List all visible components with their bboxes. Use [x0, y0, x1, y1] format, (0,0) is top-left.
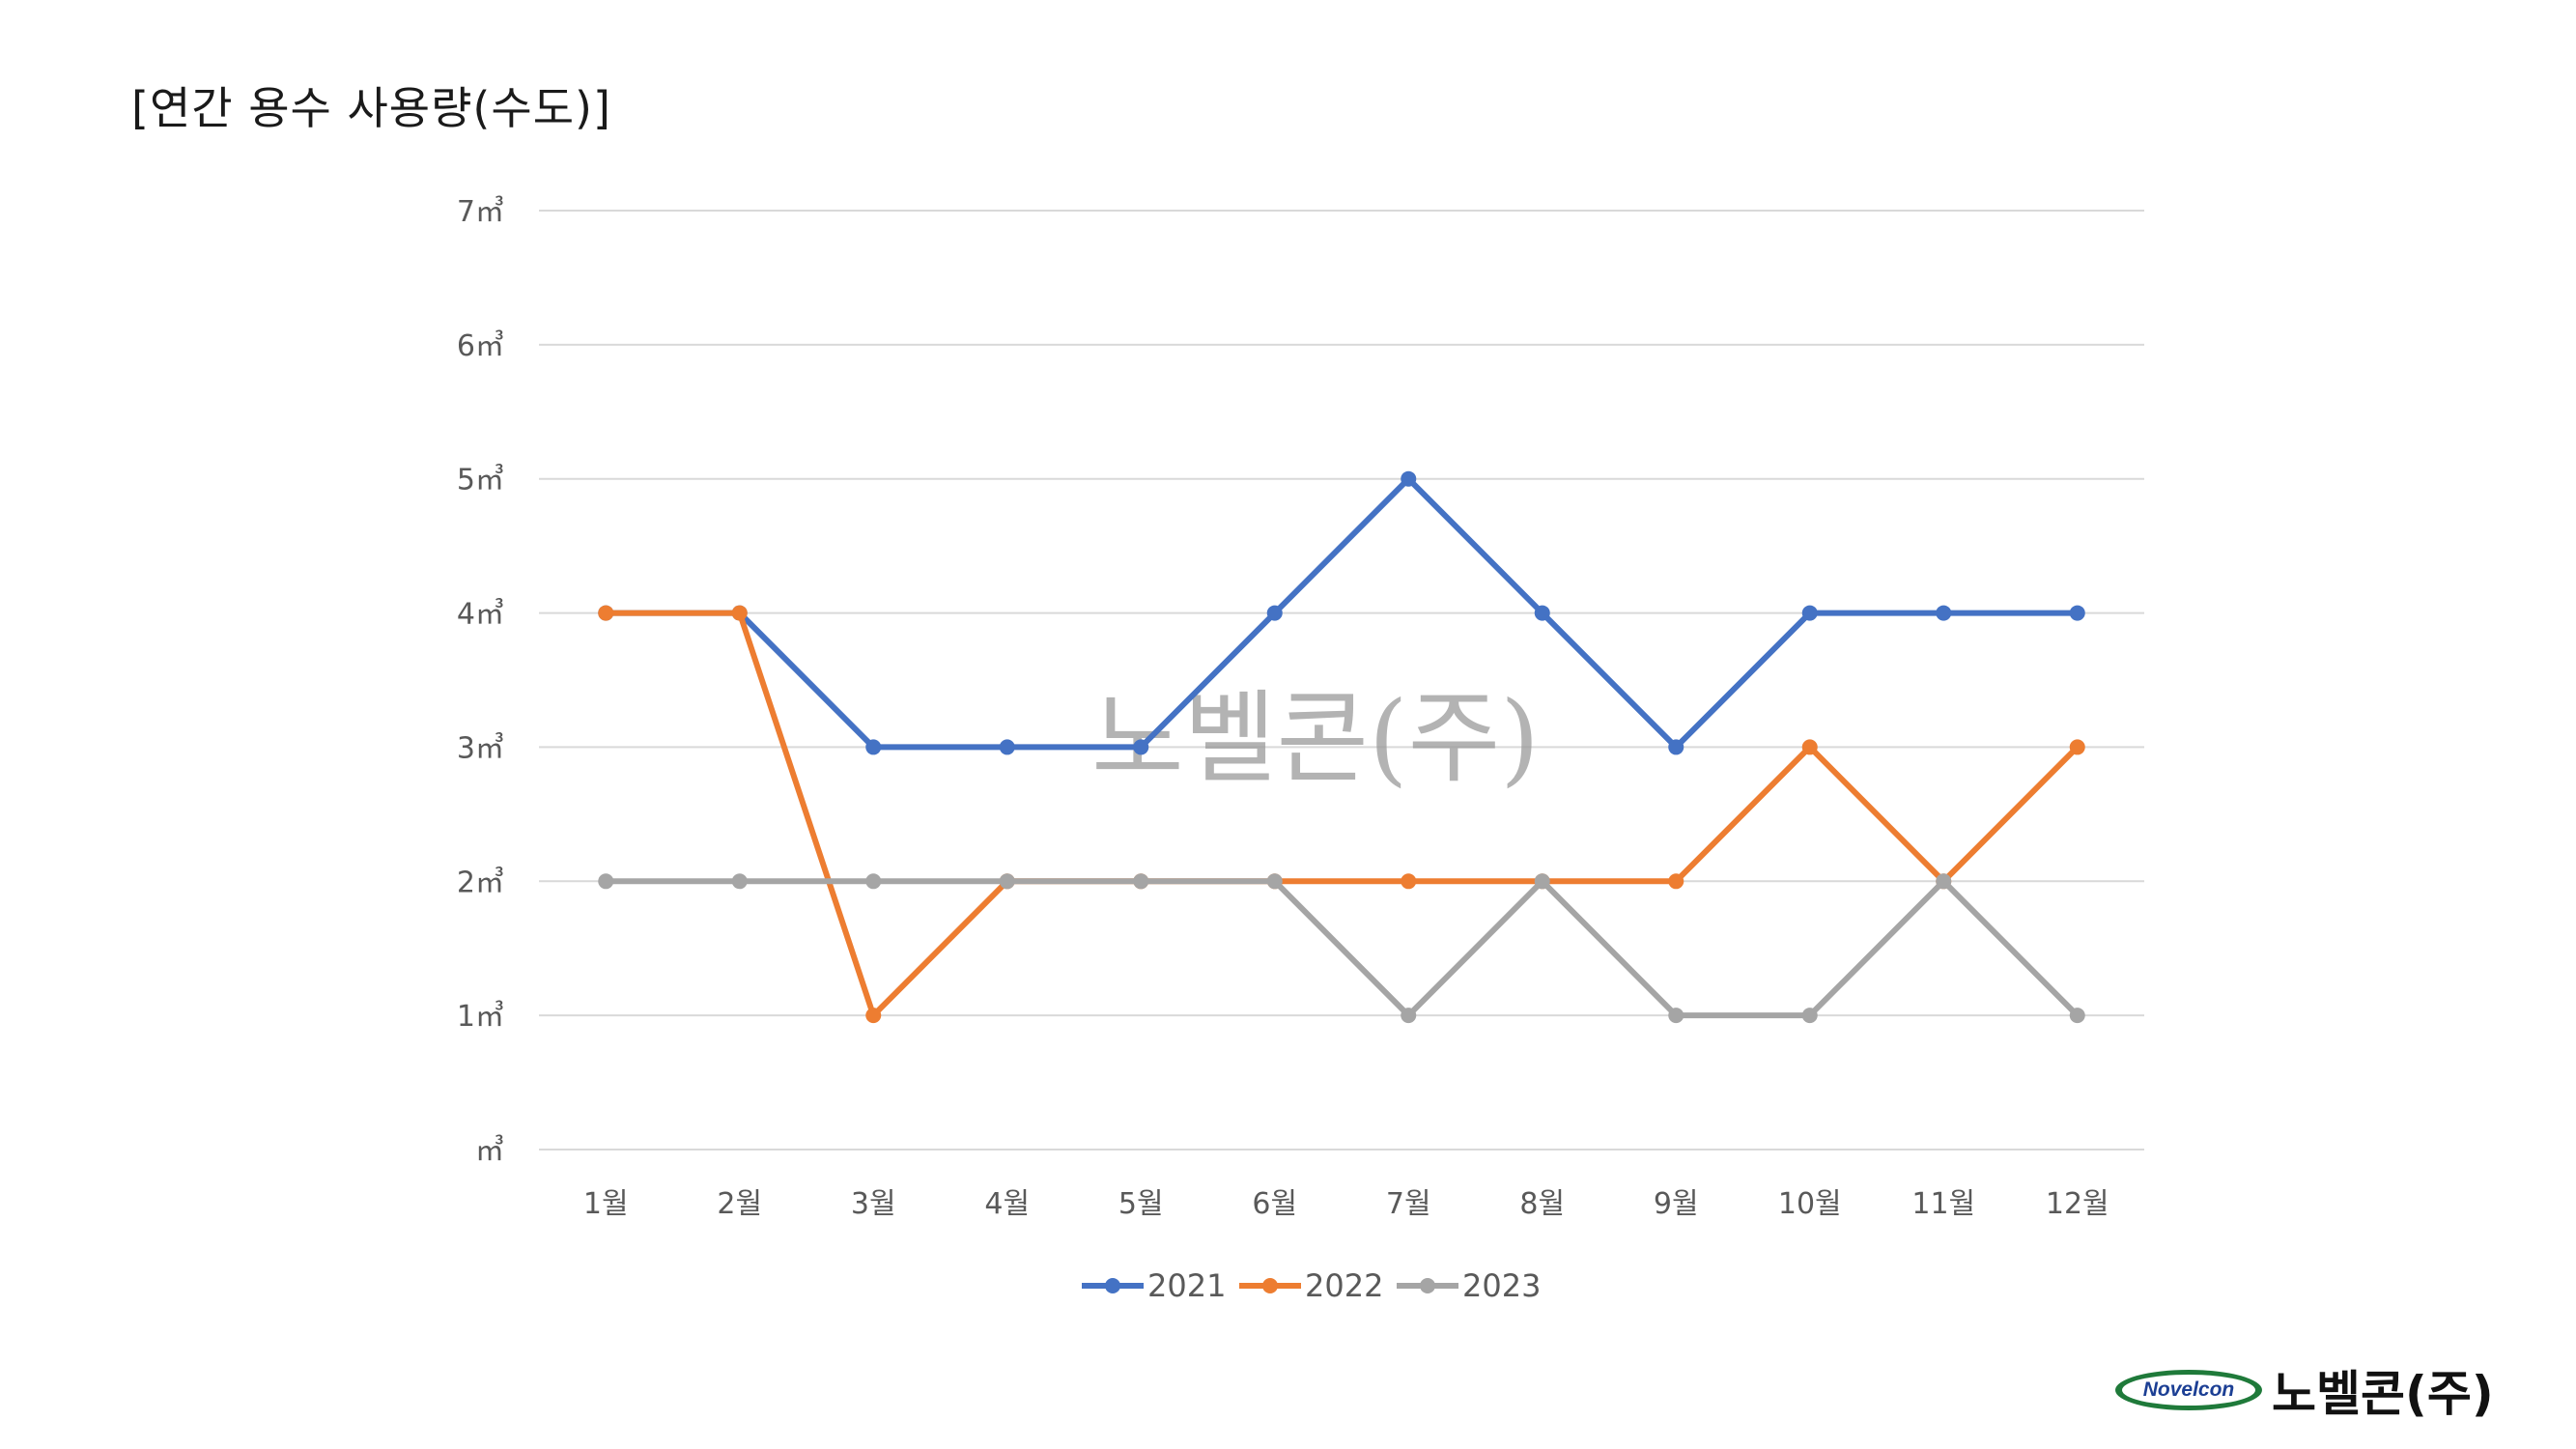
y-axis-ticks: ㎥ 1㎥ 2㎥ 3㎥ 4㎥ 5㎥ 6㎥ 7㎥ — [457, 195, 504, 1168]
y-tick-label: 6㎥ — [457, 329, 504, 363]
x-tick-label: 8월 — [1519, 1187, 1565, 1221]
data-point — [731, 605, 748, 621]
data-point — [865, 1008, 882, 1024]
logo-name: 노벨콘(주) — [2272, 1366, 2494, 1422]
data-point — [1534, 605, 1550, 621]
legend-item: 2021 — [1082, 1267, 1226, 1304]
x-tick-label: 2월 — [717, 1187, 762, 1221]
x-axis-ticks: 1월 2월 3월 4월 5월 6월 7월 8월 9월 10월 11월 12월 — [583, 1187, 2109, 1221]
legend-item: 2022 — [1239, 1267, 1383, 1304]
legend-marker — [1262, 1278, 1278, 1293]
x-tick-label: 3월 — [851, 1187, 896, 1221]
company-logo: Novelcon 노벨콘(주) — [2115, 1360, 2494, 1422]
legend-marker — [1105, 1278, 1120, 1293]
data-point — [1534, 873, 1550, 890]
logo-badge: Novelcon — [2115, 1370, 2262, 1410]
y-tick-label: 2㎥ — [457, 866, 504, 899]
y-tick-label: 1㎥ — [457, 1000, 504, 1034]
x-tick-label: 5월 — [1118, 1187, 1164, 1221]
data-point — [1133, 873, 1149, 890]
data-point — [1801, 739, 1818, 755]
series-line — [603, 475, 2081, 751]
data-point — [2069, 739, 2085, 755]
legend-label: 2021 — [1147, 1267, 1226, 1304]
legend-marker — [1420, 1278, 1435, 1293]
data-point — [1668, 739, 1684, 755]
y-tick-label: 3㎥ — [457, 731, 504, 765]
x-tick-label: 6월 — [1252, 1187, 1297, 1221]
x-tick-label: 4월 — [984, 1187, 1030, 1221]
data-point — [1266, 605, 1283, 621]
legend-label: 2023 — [1462, 1267, 1541, 1304]
data-point — [1668, 1008, 1684, 1024]
data-point — [865, 739, 882, 755]
data-point — [598, 873, 614, 890]
x-tick-label: 1월 — [583, 1187, 629, 1221]
x-tick-label: 11월 — [1911, 1187, 1975, 1221]
x-tick-label: 10월 — [1778, 1187, 1842, 1221]
watermark-text: 노벨콘(주) — [1091, 679, 1540, 797]
data-point — [999, 739, 1015, 755]
series-lines — [598, 470, 2085, 1024]
data-point — [999, 873, 1015, 890]
page-title: [연간 용수 사용량(수도)] — [131, 82, 611, 134]
legend-label: 2022 — [1305, 1267, 1383, 1304]
y-tick-label: ㎥ — [475, 1134, 504, 1168]
x-tick-label: 9월 — [1654, 1187, 1699, 1221]
data-point — [2069, 605, 2085, 621]
data-point — [1133, 739, 1149, 755]
logo-badge-text: Novelcon — [2142, 1378, 2235, 1401]
y-tick-label: 7㎥ — [457, 195, 504, 229]
data-point — [1266, 873, 1283, 890]
x-tick-label: 7월 — [1386, 1187, 1431, 1221]
y-tick-label: 5㎥ — [457, 464, 504, 497]
series-line — [603, 878, 2081, 1019]
data-point — [1401, 470, 1417, 487]
data-point — [1936, 873, 1952, 890]
data-point — [1801, 1008, 1818, 1024]
x-tick-label: 12월 — [2046, 1187, 2109, 1221]
data-point — [2069, 1008, 2085, 1024]
series-2023 — [598, 873, 2085, 1024]
series-line — [603, 610, 2081, 1019]
data-point — [1401, 1008, 1417, 1024]
data-point — [1801, 605, 1818, 621]
data-point — [1936, 605, 1952, 621]
data-point — [598, 605, 614, 621]
data-point — [1668, 873, 1684, 890]
y-tick-label: 4㎥ — [457, 598, 504, 632]
data-point — [1401, 873, 1417, 890]
data-point — [865, 873, 882, 890]
legend: 2021 2022 2023 — [1082, 1267, 1541, 1304]
data-point — [731, 873, 748, 890]
legend-item: 2023 — [1397, 1267, 1541, 1304]
